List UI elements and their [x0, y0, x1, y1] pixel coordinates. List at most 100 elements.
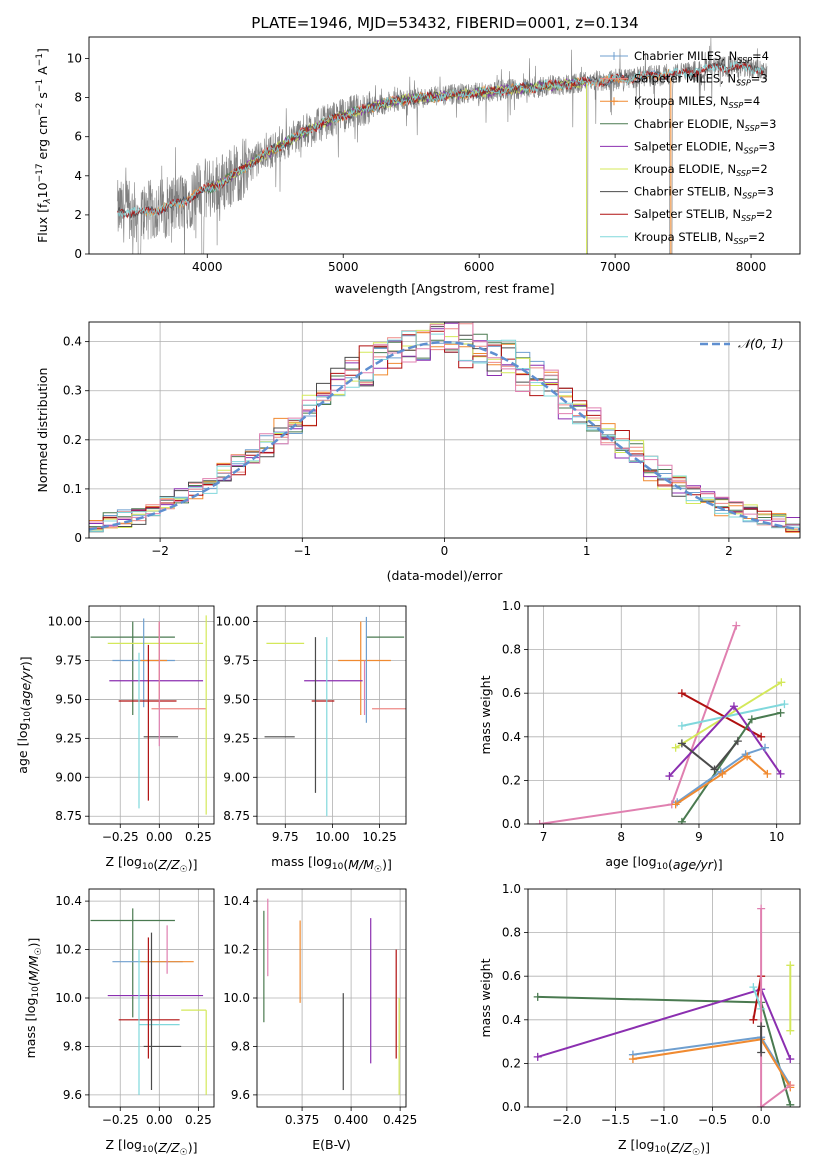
mass-weight-line	[681, 692, 762, 738]
y-tick-label: 9.6	[63, 1088, 82, 1102]
x-tick-label: 0.00	[146, 830, 173, 844]
y-tick-label: 9.75	[223, 654, 250, 668]
plot-area	[89, 889, 214, 1107]
mass-weight-marker	[786, 1100, 795, 1107]
mass-weight-marker	[710, 765, 719, 774]
plot-area	[528, 606, 800, 824]
axes-age-vs-Z: −0.25 0.00 0.25 8.75 9.00 9.25 9.50 9.75 10.00 Z …	[15, 605, 215, 875]
x-tick-label: 0.400	[334, 1113, 368, 1127]
y-tick-label: 10.2	[55, 943, 82, 957]
mass-weight-marker	[786, 1026, 795, 1035]
legend-entry: Salpeter MILES, NSSP=3	[600, 72, 768, 88]
axes-frame	[88, 605, 215, 825]
legend-label: Salpeter ELODIE, NSSP=3	[634, 139, 775, 155]
x-tick-label: −1.5	[601, 1113, 630, 1127]
y-tick-label: 9.8	[63, 1039, 82, 1053]
axes-frame	[256, 605, 407, 825]
model-spectrum-line	[206, 78, 587, 192]
legend-entry: Salpeter ELODIE, NSSP=3	[600, 139, 775, 155]
y-tick-label: 6	[74, 130, 82, 144]
y-axis-label: mass weight	[478, 958, 493, 1037]
legend-entry: Chabrier MILES, NSSP=4	[600, 49, 769, 65]
x-tick-label: −2	[151, 544, 169, 558]
y-tick-label: 10.00	[48, 615, 82, 629]
y-tick-label: 8	[74, 91, 82, 105]
x-axis-label: wavelength [Angstrom, rest frame]	[334, 281, 554, 296]
legend-label: Salpeter MILES, NSSP=3	[634, 72, 768, 88]
legend-label: Chabrier ELODIE, NSSP=3	[634, 117, 776, 133]
model-spectrum-line	[206, 76, 587, 195]
legend-label: Kroupa STELIB, NSSP=2	[634, 230, 765, 246]
legend-label: Kroupa MILES, NSSP=4	[634, 94, 760, 110]
mass-weight-line	[752, 986, 763, 1010]
mass-weight-marker	[757, 732, 766, 741]
y-tick-label: 0.0	[502, 817, 521, 831]
axes-age-vs-mass: 9.75 10.00 10.25 8.75 9.00 9.25 9.50 9.75 10.00 m…	[216, 605, 407, 875]
y-tick-label: 0.4	[502, 1013, 521, 1027]
mass-weight-marker	[757, 1022, 766, 1031]
y-tick-label: 0.1	[63, 482, 82, 496]
mass-weight-marker	[729, 702, 738, 711]
y-tick-label: 9.25	[223, 731, 250, 745]
y-tick-label: 8.75	[223, 809, 250, 823]
mass-weight-marker	[763, 769, 772, 778]
y-tick-label: 10.0	[223, 991, 250, 1005]
x-tick-label: 0.25	[185, 1113, 212, 1127]
y-tick-label: 9.8	[231, 1039, 250, 1053]
x-tick-label: 0.25	[185, 830, 212, 844]
mass-weight-marker	[718, 769, 727, 778]
x-tick-label: 6000	[464, 260, 495, 274]
y-axis-label: Flux [fλ10−17 erg cm−2 s−1 A−1]	[35, 48, 53, 243]
x-tick-label: 4000	[192, 260, 223, 274]
x-tick-label: 7000	[600, 260, 631, 274]
y-tick-label: 0.2	[502, 773, 521, 787]
x-tick-label: 0	[441, 544, 449, 558]
mass-weight-marker	[776, 769, 785, 778]
mass-weight-marker	[671, 743, 680, 752]
x-axis-label: Z [log10(Z/Z☉)]	[105, 1137, 197, 1158]
y-tick-label: 10.4	[55, 894, 82, 908]
mass-weight-line	[539, 625, 738, 824]
mass-weight-marker	[786, 961, 795, 970]
errorbar-point	[181, 1009, 207, 1095]
legend-marker	[610, 97, 618, 106]
y-tick-label: 10.2	[223, 943, 250, 957]
mass-weight-line	[681, 703, 785, 727]
model-spectrum-line	[117, 60, 765, 218]
normal-curve-line	[89, 340, 800, 531]
mass-weight-line	[760, 908, 791, 1107]
axes-mw-vs-age: 7 8 9 10 0.0 0.2 0.4 0.6 0.8 1.0 age [log10(age/yr…	[478, 599, 801, 872]
y-tick-label: 0.6	[502, 686, 521, 700]
x-tick-label: −0.25	[102, 830, 139, 844]
errorbar-point	[90, 908, 175, 1018]
axes-frame	[88, 36, 801, 255]
mass-weight-marker	[757, 904, 766, 913]
mass-weight-marker	[533, 992, 542, 1001]
y-tick-label: 0.6	[502, 969, 521, 983]
legend-entry: Kroupa MILES, NSSP=4	[600, 94, 760, 110]
legend-label: Salpeter STELIB, NSSP=2	[634, 207, 773, 223]
x-tick-label: 8000	[736, 260, 767, 274]
mass-weight-line	[676, 746, 766, 804]
legend: 𝒩(0, 1)	[700, 336, 784, 351]
mass-weight-marker	[677, 721, 686, 730]
mass-weight-marker	[761, 743, 770, 752]
axes-frame	[88, 888, 215, 1108]
x-tick-label: −0.25	[102, 1113, 139, 1127]
plot-area	[89, 606, 214, 824]
axes-frame	[527, 888, 801, 1108]
legend-entry: Kroupa ELODIE, NSSP=2	[600, 162, 768, 178]
mass-weight-line	[675, 755, 769, 806]
legend-label: Chabrier STELIB, NSSP=3	[634, 185, 774, 201]
x-tick-label: 8	[617, 830, 625, 844]
x-tick-label: 10.25	[362, 830, 396, 844]
legend-label: Kroupa ELODIE, NSSP=2	[634, 162, 768, 178]
errorbar-point	[140, 621, 168, 708]
x-axis-label: Z [log10(Z/Z☉)]	[105, 854, 197, 875]
y-tick-label: 0.0	[502, 1100, 521, 1114]
y-tick-label: 2	[74, 208, 82, 222]
y-axis-label: age [log10(age/yr)]	[15, 656, 33, 773]
plot-area	[117, 37, 768, 254]
plot-area	[257, 889, 406, 1107]
axes-frame	[527, 605, 801, 825]
